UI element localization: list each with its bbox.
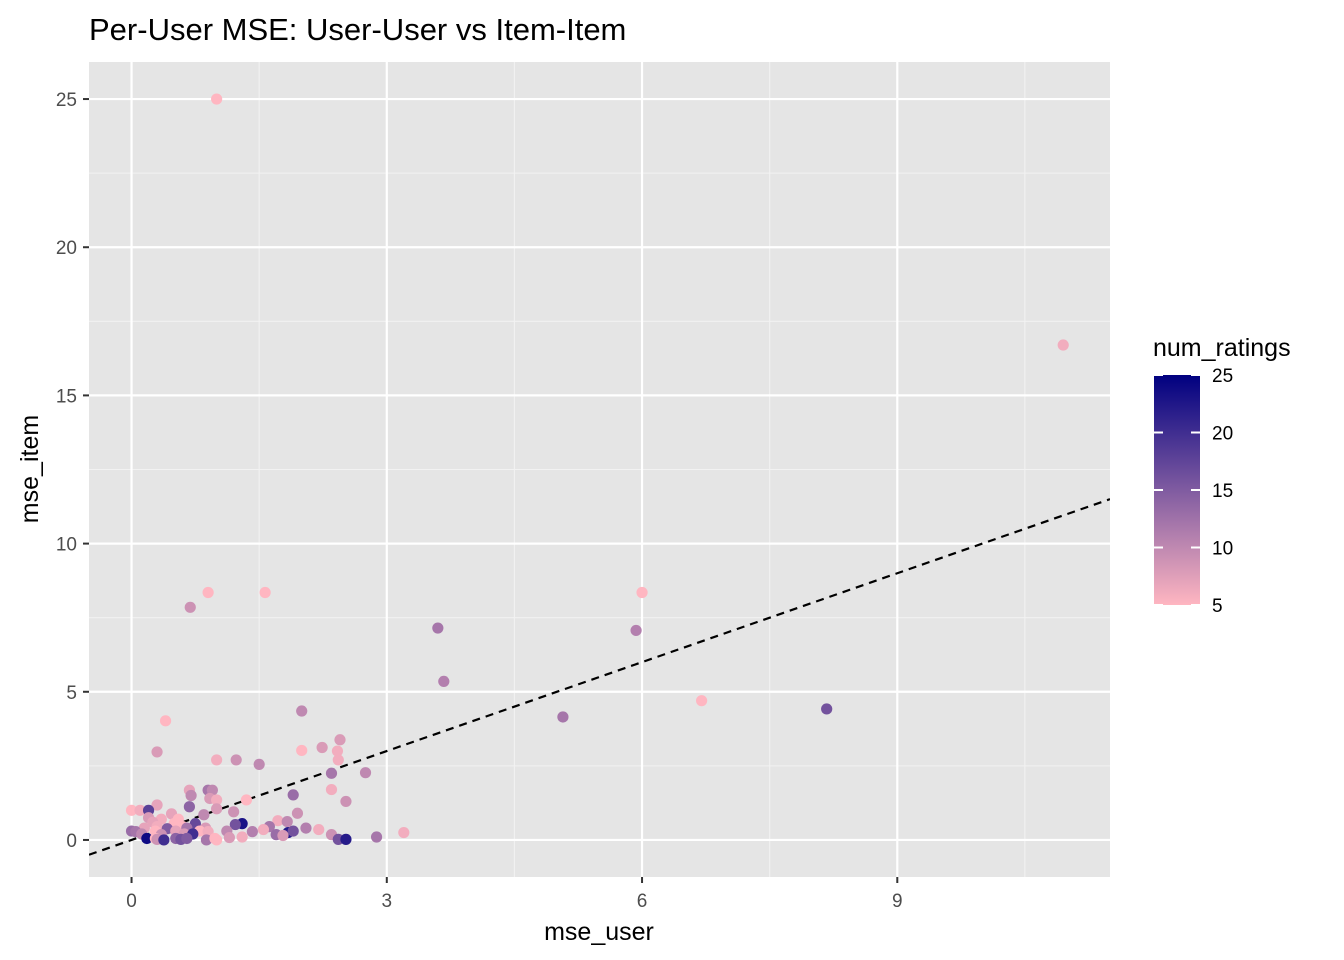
y-tick-label: 15 (56, 386, 77, 407)
y-axis: 0 5 10 15 20 25 (56, 90, 89, 852)
data-point (277, 829, 289, 842)
data-point (398, 826, 410, 839)
data-point (340, 795, 352, 808)
data-point (236, 831, 248, 843)
data-point (158, 834, 170, 846)
data-point (636, 586, 648, 599)
data-point (438, 675, 450, 688)
data-point (257, 823, 270, 836)
data-point (202, 586, 214, 599)
data-point (211, 794, 223, 806)
x-tick-label: 3 (382, 891, 393, 912)
x-tick-label: 9 (892, 891, 903, 912)
reference-line-layer (89, 498, 1110, 856)
data-point (202, 826, 214, 838)
identity-line (89, 498, 1110, 856)
x-tick-label: 6 (637, 891, 648, 912)
x-axis: 0 3 6 9 (126, 877, 903, 912)
data-point (359, 767, 372, 779)
data-point (557, 711, 569, 723)
data-point (296, 705, 308, 717)
data-point (334, 734, 346, 746)
data-point (272, 815, 284, 827)
data-point (230, 754, 242, 766)
y-tick-label: 0 (66, 831, 77, 852)
data-point (181, 832, 193, 845)
data-point (313, 823, 325, 836)
data-point (211, 803, 223, 815)
data-point (211, 754, 223, 766)
data-point (432, 622, 444, 634)
points-layer (125, 93, 1069, 846)
legend-tick-label: 5 (1212, 596, 1223, 617)
color-legend: num_ratings 5 10 15 20 25 (1153, 334, 1291, 617)
data-point (246, 826, 258, 838)
legend-ticks: 5 10 15 20 25 (1154, 366, 1233, 617)
legend-tick-label: 25 (1212, 366, 1233, 387)
data-point (240, 794, 253, 806)
data-point (151, 746, 163, 758)
data-point (821, 703, 833, 715)
data-point (211, 93, 223, 105)
data-point (316, 741, 328, 754)
data-point (253, 758, 265, 770)
data-point (141, 832, 153, 845)
minor-gridlines (89, 62, 1110, 877)
data-point (229, 818, 241, 831)
data-point (332, 833, 344, 845)
legend-tick-label: 20 (1212, 424, 1233, 445)
x-tick-label: 0 (126, 891, 137, 912)
data-point (228, 806, 240, 818)
data-point (185, 789, 197, 802)
legend-title: num_ratings (1153, 334, 1291, 362)
data-point (184, 601, 196, 613)
chart-title: Per-User MSE: User-User vs Item-Item (89, 12, 626, 47)
y-axis-label: mse_item (16, 415, 44, 523)
data-point (200, 834, 213, 846)
data-point (287, 789, 299, 801)
y-tick-label: 5 (66, 683, 77, 704)
y-tick-label: 10 (56, 535, 77, 556)
data-point (223, 831, 235, 844)
legend-tick-label: 10 (1212, 539, 1233, 560)
y-tick-label: 20 (56, 238, 77, 259)
data-point (630, 624, 642, 637)
data-point (340, 833, 352, 845)
data-point (296, 744, 308, 757)
data-point (209, 832, 221, 845)
data-point (125, 804, 138, 816)
data-point (159, 715, 172, 727)
data-point (291, 807, 304, 819)
data-point (281, 815, 293, 828)
x-axis-label: mse_user (544, 918, 654, 946)
legend-tick-label: 15 (1212, 481, 1233, 502)
data-point (325, 767, 338, 779)
data-point (287, 825, 299, 837)
data-point (198, 809, 210, 821)
data-point (332, 754, 344, 766)
data-point (183, 801, 195, 813)
major-gridlines (89, 62, 1110, 877)
data-point (1057, 339, 1069, 351)
y-tick-label: 25 (56, 90, 77, 111)
data-point (259, 586, 271, 599)
data-point (134, 804, 146, 816)
data-point (300, 822, 312, 834)
data-point (151, 799, 163, 811)
data-point (370, 831, 383, 843)
data-point (325, 783, 338, 796)
data-point (331, 745, 344, 757)
data-point (696, 695, 708, 707)
